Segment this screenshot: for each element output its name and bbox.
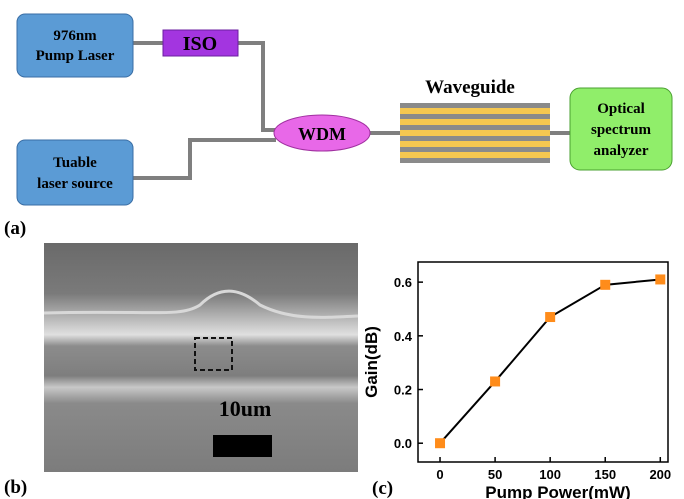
- node-label: Tuable: [53, 155, 97, 171]
- y-tick-label: 0.2: [394, 383, 412, 398]
- node-label: spectrum: [591, 122, 651, 138]
- node-label: Optical: [597, 101, 645, 117]
- x-tick-label: 150: [594, 467, 616, 482]
- panel-label: (c): [372, 478, 393, 499]
- chart: 0.0 0.2 0.4 0.6 0 50 100 150 200 Pump Power(mW) Ga…: [362, 262, 671, 499]
- data-point: [655, 274, 665, 284]
- x-tick-label: 0: [436, 467, 443, 482]
- node-label: laser source: [37, 176, 113, 192]
- x-tick-label: 200: [649, 467, 671, 482]
- y-axis-label: Gain(dB): [362, 326, 381, 398]
- panel-label: (b): [4, 477, 27, 498]
- plot-frame: [418, 262, 668, 462]
- scale-bar: [213, 435, 272, 457]
- y-tick-label: 0.6: [394, 275, 412, 290]
- panel-label: (a): [4, 218, 26, 239]
- sem-image: [44, 243, 358, 472]
- data-point: [545, 312, 555, 322]
- y-tick-label: 0.0: [394, 436, 412, 451]
- pump-laser-box: [17, 14, 133, 77]
- node-label: Waveguide: [425, 77, 515, 98]
- data-point: [600, 280, 610, 290]
- node-label: 976nm: [53, 28, 97, 44]
- data-point: [490, 376, 500, 386]
- node-label: analyzer: [594, 143, 649, 159]
- fiber: [133, 140, 276, 178]
- waveguide: [400, 103, 550, 163]
- data-point: [435, 438, 445, 448]
- scale-label: 10um: [219, 396, 272, 421]
- laser-source-box: [17, 140, 133, 205]
- series-line: [440, 279, 660, 443]
- x-axis-label: Pump Power(mW): [485, 483, 630, 499]
- node-label: ISO: [183, 33, 217, 55]
- node-label: Pump Laser: [36, 48, 115, 64]
- node-label: WDM: [298, 124, 346, 144]
- figure: 976nm Pump Laser ISO Tuable laser source…: [0, 0, 684, 499]
- fiber: [238, 43, 276, 130]
- y-tick-label: 0.4: [394, 329, 413, 344]
- x-tick-label: 50: [488, 467, 502, 482]
- x-tick-label: 100: [539, 467, 561, 482]
